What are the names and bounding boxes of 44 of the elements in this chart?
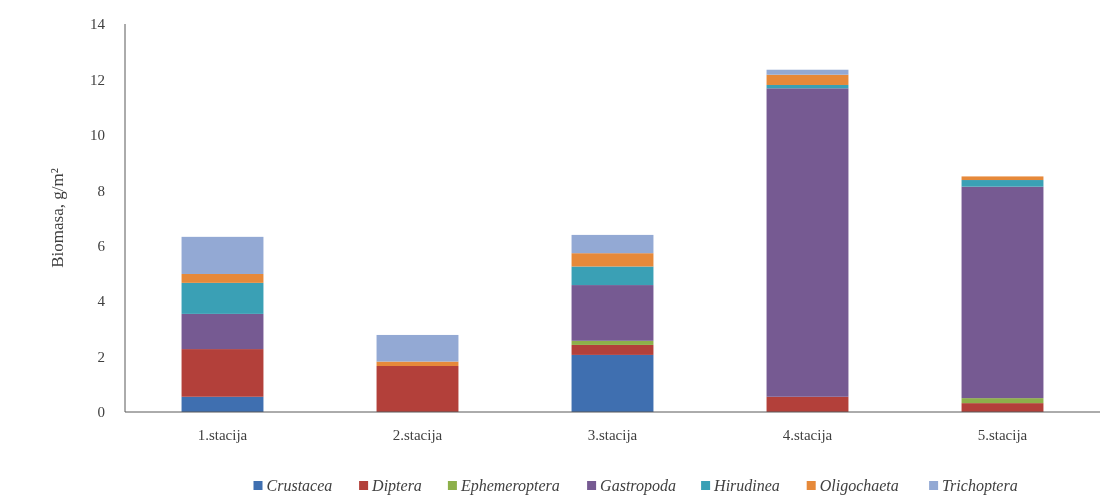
y-tick-label: 6 bbox=[97, 237, 106, 254]
bar bbox=[766, 69, 849, 75]
y-axis-title: Biomasa, g/m² bbox=[48, 168, 67, 268]
bar bbox=[181, 273, 264, 283]
y-tick-label: 4 bbox=[97, 293, 106, 310]
bar bbox=[376, 334, 459, 362]
legend-label: Crustacea bbox=[266, 477, 333, 494]
bar bbox=[376, 365, 459, 412]
bar bbox=[766, 88, 849, 397]
x-tick-label: 4.stacija bbox=[782, 427, 833, 443]
legend-label: Gastropoda bbox=[600, 477, 676, 495]
bar bbox=[766, 74, 849, 85]
legend-label: Trichoptera bbox=[942, 477, 1018, 495]
bar bbox=[181, 313, 264, 350]
legend-label: Oligochaeta bbox=[819, 477, 899, 495]
y-tick-label: 12 bbox=[90, 71, 105, 88]
y-tick-label: 14 bbox=[90, 16, 106, 33]
x-tick-label: 2.stacija bbox=[392, 427, 443, 443]
bar bbox=[961, 186, 1044, 399]
bar bbox=[961, 180, 1044, 187]
bar bbox=[571, 253, 654, 267]
bar bbox=[571, 340, 654, 345]
bar bbox=[961, 398, 1044, 404]
legend-label: Diptera bbox=[371, 477, 422, 495]
bar bbox=[571, 234, 654, 254]
x-tick-label: 5.stacija bbox=[977, 427, 1028, 443]
bar bbox=[181, 396, 264, 412]
x-tick-label: 1.stacija bbox=[197, 427, 248, 443]
bar bbox=[571, 344, 654, 355]
legend-label: Hirudinea bbox=[713, 477, 780, 494]
bar bbox=[181, 349, 264, 397]
bar bbox=[571, 354, 654, 412]
y-tick-label: 2 bbox=[97, 348, 105, 365]
y-tick-label: 10 bbox=[90, 127, 105, 144]
bar bbox=[571, 266, 654, 286]
bar bbox=[961, 176, 1044, 181]
bar bbox=[181, 282, 264, 314]
bar bbox=[766, 396, 849, 412]
legend-label: Ephemeroptera bbox=[459, 477, 560, 495]
bar bbox=[181, 236, 264, 274]
x-tick-label: 3.stacija bbox=[587, 427, 638, 443]
bar bbox=[571, 285, 654, 341]
y-tick-label: 0 bbox=[97, 404, 105, 421]
y-tick-label: 8 bbox=[97, 182, 105, 199]
